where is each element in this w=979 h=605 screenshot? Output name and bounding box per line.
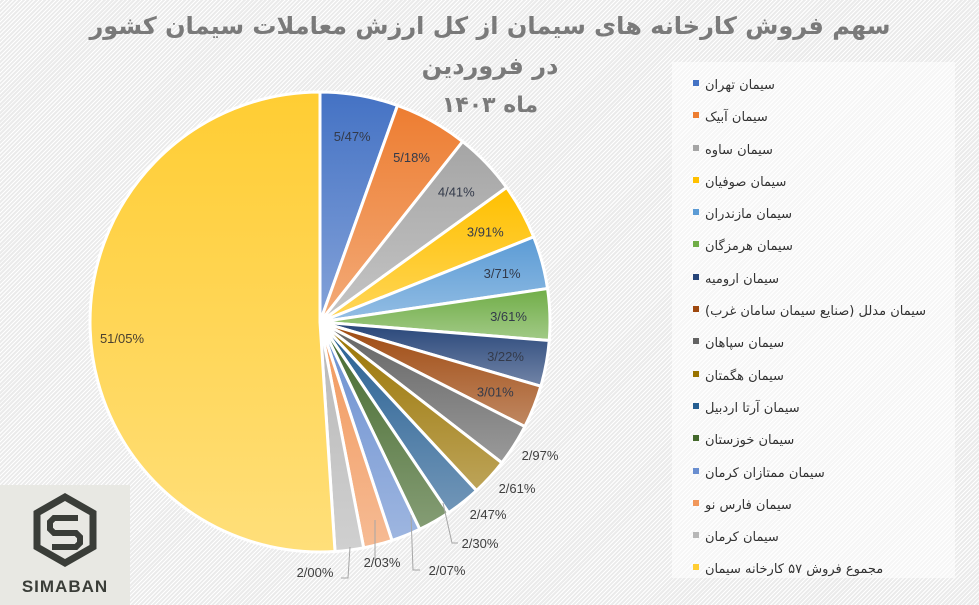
legend-swatch-icon xyxy=(693,338,699,345)
pie-data-label: 2/30% xyxy=(462,536,499,551)
legend-label: سیمان آرتا اردبیل xyxy=(705,400,800,416)
leader-line xyxy=(341,546,351,579)
legend-item: سیمان سپاهان xyxy=(672,330,955,362)
pie-data-label: 51/05% xyxy=(100,331,145,346)
leader-line xyxy=(442,502,458,544)
legend-label: سیمان آبیک xyxy=(705,110,768,126)
legend-item: سیمان آبیک xyxy=(672,104,955,136)
legend-item: سیمان تهران xyxy=(672,72,955,104)
simaban-logo: SIMABAN xyxy=(0,485,130,605)
pie-data-label: 3/01% xyxy=(477,385,514,400)
pie-data-label: 2/97% xyxy=(522,448,559,463)
legend-swatch-icon xyxy=(693,176,699,183)
pie-data-label: 4/41% xyxy=(438,185,475,200)
legend-label: سیمان هگمتان xyxy=(705,368,784,384)
legend-label: سیمان کرمان xyxy=(705,530,779,546)
legend-item: سیمان آرتا اردبیل xyxy=(672,395,955,427)
pie-slices xyxy=(88,90,552,554)
legend-label: سیمان ارومیه xyxy=(705,271,779,287)
pie-data-label: 2/07% xyxy=(429,563,466,578)
pie-data-labels: 5/47% 5/18% 4/41% 3/91% 3/71% 3/61% 3/22% 3/01%… xyxy=(100,129,559,580)
legend-label: سیمان صوفیان xyxy=(705,174,787,190)
pie-data-label: 5/47% xyxy=(334,129,371,144)
legend-label: مجموع فروش ۵۷ کارخانه سیمان xyxy=(705,562,884,578)
hexagon-s-logo-icon xyxy=(33,492,97,568)
legend-swatch-icon xyxy=(693,532,699,539)
pie-data-label: 3/71% xyxy=(484,266,521,281)
legend-swatch-icon xyxy=(693,112,699,119)
pie-data-label: 2/47% xyxy=(470,507,507,522)
legend-swatch-icon xyxy=(693,144,699,151)
legend-label: سیمان مازندران xyxy=(705,207,793,223)
legend-item: سیمان هگمتان xyxy=(672,363,955,395)
legend-swatch-icon xyxy=(693,564,699,571)
legend-item: سیمان ارومیه xyxy=(672,266,955,298)
legend-swatch-icon xyxy=(693,467,699,474)
legend-item: سیمان هرمزگان xyxy=(672,233,955,265)
legend-item: سیمان صوفیان xyxy=(672,169,955,201)
legend-item: مجموع فروش ۵۷ کارخانه سیمان xyxy=(672,556,955,588)
legend-swatch-icon xyxy=(693,435,699,442)
chart-legend: سیمان تهران سیمان آبیک سیمان ساوه سیمان صوف… xyxy=(672,62,955,578)
legend-label: سیمان تهران xyxy=(705,78,775,93)
pie-data-label: 3/91% xyxy=(467,224,504,239)
legend-label: سیمان هرمزگان xyxy=(705,239,793,255)
legend-swatch-icon xyxy=(693,499,699,506)
legend-label: سیمان خوزستان xyxy=(705,433,795,449)
leader-line xyxy=(410,514,420,571)
legend-label: سیمان ساوه xyxy=(705,142,773,158)
logo-wordmark: SIMABAN xyxy=(21,577,109,596)
legend-swatch-icon xyxy=(693,273,699,280)
legend-item: سیمان مازندران xyxy=(672,201,955,233)
legend-item: سیمان ساوه xyxy=(672,137,955,169)
legend-swatch-icon xyxy=(693,209,699,216)
legend-label: سیمان فارس نو xyxy=(705,497,792,513)
pie-data-label: 2/00% xyxy=(297,565,334,580)
legend-item: سیمان مدلل (صنایع سیمان سامان غرب) xyxy=(672,298,955,330)
legend-item: سیمان ممتازان کرمان xyxy=(672,460,955,492)
pie-data-label: 2/03% xyxy=(364,555,401,570)
pie-slice xyxy=(88,90,337,554)
legend-swatch-icon xyxy=(693,370,699,377)
pie-data-label: 2/61% xyxy=(499,481,536,496)
chart-title-line1: سهم فروش کارخانه های سیمان از کل ارزش مع… xyxy=(89,12,891,80)
legend-item: سیمان فارس نو xyxy=(672,492,955,524)
chart-title-line2: ماه ۱۴۰۳ xyxy=(441,93,539,118)
pie-data-label: 3/61% xyxy=(490,309,527,324)
legend-swatch-icon xyxy=(693,306,699,313)
legend-swatch-icon xyxy=(693,80,699,86)
legend-item: سیمان کرمان xyxy=(672,524,955,556)
legend-swatch-icon xyxy=(693,402,699,409)
legend-item: سیمان خوزستان xyxy=(672,427,955,459)
legend-label: سیمان سپاهان xyxy=(705,336,785,352)
legend-swatch-icon xyxy=(693,241,699,248)
legend-label: سیمان مدلل (صنایع سیمان سامان غرب) xyxy=(705,304,927,320)
pie-data-label: 3/22% xyxy=(487,349,524,364)
chart-title: سهم فروش کارخانه های سیمان از کل ارزش مع… xyxy=(80,6,900,126)
legend-label: سیمان ممتازان کرمان xyxy=(705,465,825,481)
pie-leader-lines xyxy=(341,502,458,579)
pie-data-label: 5/18% xyxy=(393,150,430,165)
